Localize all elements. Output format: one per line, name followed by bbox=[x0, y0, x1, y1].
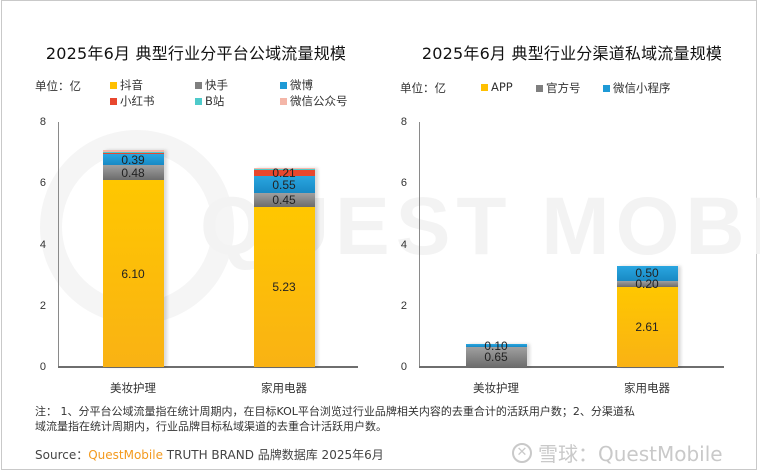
data-label: 0.45 bbox=[272, 192, 296, 207]
bar-segment bbox=[102, 165, 164, 181]
legend-swatch-icon bbox=[536, 84, 543, 92]
legend-label: B站 bbox=[205, 94, 225, 108]
legend-item: 微信小程序 bbox=[603, 80, 671, 96]
xueqiu-watermark: ✕ 雪球：QuestMobile bbox=[512, 438, 723, 467]
xueqiu-text: 雪球：QuestMobile bbox=[538, 442, 723, 466]
source-prefix: Source： bbox=[35, 448, 89, 462]
legend-swatch-icon bbox=[603, 84, 610, 92]
legend-item: 微信公众号 bbox=[280, 93, 348, 109]
bar-segment bbox=[253, 169, 315, 177]
legend-label: 官方号 bbox=[546, 81, 581, 95]
stacked-bar: 2.61 0.20 0.50 bbox=[616, 265, 678, 367]
data-label: 0.39 bbox=[121, 152, 145, 167]
bar-segment bbox=[253, 206, 315, 367]
bar-segment bbox=[616, 265, 678, 281]
data-label: 0.21 bbox=[272, 165, 296, 180]
data-label: 0.10 bbox=[484, 338, 508, 353]
data-label: 5.23 bbox=[272, 279, 296, 294]
legend-item: APP bbox=[481, 80, 513, 94]
stacked-bar: 0.65 0.10 bbox=[465, 340, 527, 367]
data-label: 0.65 bbox=[484, 350, 508, 365]
left-unit-label: 单位：亿 bbox=[35, 79, 81, 93]
legend-swatch-icon bbox=[280, 97, 287, 105]
bar-segment bbox=[253, 193, 315, 207]
y-tick-label: 4 bbox=[400, 238, 407, 251]
bar-segment bbox=[253, 176, 315, 194]
bar-segment bbox=[616, 280, 678, 288]
y-tick-label: 4 bbox=[39, 238, 46, 251]
category-label: 家用电器 bbox=[624, 381, 670, 395]
y-tick-label: 8 bbox=[39, 116, 46, 128]
source-brand: QuestMobile bbox=[88, 448, 163, 462]
legend-label: APP bbox=[491, 80, 513, 94]
bar-segment bbox=[102, 152, 164, 154]
right-unit-label: 单位：亿 bbox=[400, 81, 446, 95]
bar-segment bbox=[465, 344, 527, 348]
legend-swatch-icon bbox=[195, 81, 202, 89]
left-chart-title: 2025年6月 典型行业分平台公域流量规模 bbox=[45, 44, 347, 63]
legend-item: B站 bbox=[195, 93, 224, 109]
data-label: 2.61 bbox=[635, 320, 659, 335]
legend-item: 快手 bbox=[195, 77, 228, 93]
y-tick-label: 6 bbox=[400, 177, 407, 190]
note-line-1: 注： 1、分平台公域流量指在统计周期内，在目标KOL平台浏览过行业品牌相关内容的… bbox=[35, 405, 635, 418]
bar-segment bbox=[253, 169, 315, 170]
legend-swatch-icon bbox=[195, 97, 202, 105]
right-chart-title: 2025年6月 典型行业分渠道私域流量规模 bbox=[421, 44, 723, 63]
y-tick-label: 2 bbox=[39, 299, 46, 312]
x-axis-line bbox=[58, 366, 358, 368]
data-label: 6.10 bbox=[121, 266, 145, 281]
category-label: 美妆护理 bbox=[473, 381, 519, 395]
legend-label: 微信小程序 bbox=[613, 81, 671, 95]
legend-swatch-icon bbox=[110, 97, 117, 105]
legend-item: 官方号 bbox=[536, 80, 581, 96]
y-axis-line bbox=[58, 122, 59, 367]
legend-label: 微信公众号 bbox=[290, 94, 348, 108]
legend-item: 微博 bbox=[280, 77, 313, 93]
legend-swatch-icon bbox=[110, 81, 117, 89]
source-line: Source：QuestMobile TRUTH BRAND 品牌数据库 202… bbox=[35, 446, 384, 463]
data-label: 0.50 bbox=[635, 266, 659, 281]
data-label: 0.55 bbox=[272, 177, 296, 192]
legend-swatch-icon bbox=[280, 81, 287, 89]
data-label: 0.48 bbox=[121, 165, 145, 180]
bar-segment bbox=[102, 153, 164, 166]
bar-segment bbox=[102, 150, 164, 152]
bar-segment bbox=[465, 347, 527, 367]
bar-segment bbox=[253, 167, 315, 170]
stacked-bar: 6.10 0.48 0.39 bbox=[102, 150, 164, 367]
category-label: 家用电器 bbox=[261, 381, 307, 395]
legend-swatch-icon bbox=[481, 83, 488, 91]
x-axis-line bbox=[419, 366, 724, 368]
legend-label: 抖音 bbox=[120, 78, 143, 92]
legend-label: 小红书 bbox=[120, 94, 155, 108]
y-tick-label: 8 bbox=[400, 116, 407, 128]
legend-item: 抖音 bbox=[110, 77, 143, 93]
bar-segment bbox=[616, 287, 678, 367]
source-rest: TRUTH BRAND 品牌数据库 2025年6月 bbox=[162, 448, 384, 462]
y-tick-label: 6 bbox=[39, 177, 46, 190]
stacked-bar: 5.23 0.45 0.55 0.21 bbox=[253, 165, 315, 367]
y-axis-line bbox=[419, 122, 420, 367]
y-tick-label: 2 bbox=[400, 299, 407, 312]
xueqiu-logo-icon: ✕ bbox=[512, 442, 532, 463]
legend-item: 小红书 bbox=[110, 93, 155, 109]
legend-label: 微博 bbox=[290, 78, 313, 92]
y-tick-label: 0 bbox=[39, 361, 46, 373]
category-label: 美妆护理 bbox=[110, 381, 156, 395]
data-label: 0.20 bbox=[635, 277, 659, 291]
y-tick-label: 0 bbox=[400, 361, 407, 373]
note-line-2: 域流量指在统计周期内，行业品牌目标私域渠道的去重合计活跃用户数。 bbox=[35, 420, 387, 433]
bar-segment bbox=[102, 180, 164, 367]
legend-label: 快手 bbox=[205, 78, 228, 92]
